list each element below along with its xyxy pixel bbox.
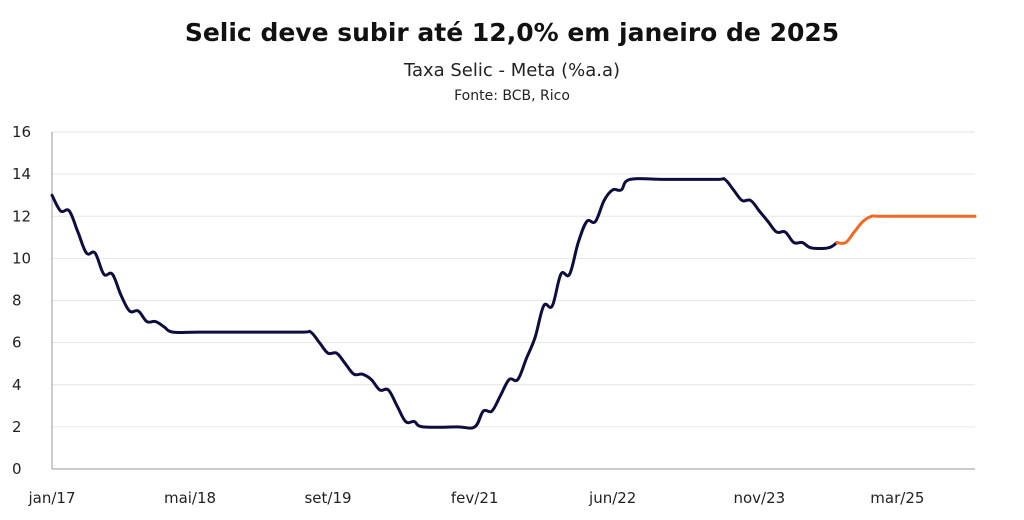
series-line-projection bbox=[837, 216, 975, 244]
y-tick-label: 2 bbox=[12, 418, 22, 436]
x-tick-label: nov/23 bbox=[733, 489, 785, 507]
y-tick-label: 10 bbox=[12, 249, 31, 267]
y-tick-label: 0 bbox=[12, 460, 22, 478]
x-tick-label: jun/22 bbox=[588, 489, 636, 507]
x-tick-label: fev/21 bbox=[451, 489, 499, 507]
y-tick-label: 16 bbox=[12, 123, 31, 141]
y-tick-label: 6 bbox=[12, 334, 22, 352]
y-tick-label: 8 bbox=[12, 292, 22, 310]
y-tick-label: 14 bbox=[12, 165, 31, 183]
x-tick-label: mar/25 bbox=[870, 489, 924, 507]
x-tick-label: set/19 bbox=[304, 489, 351, 507]
y-tick-label: 12 bbox=[12, 207, 31, 225]
x-tick-label: mai/18 bbox=[164, 489, 216, 507]
y-tick-label: 4 bbox=[12, 376, 22, 394]
x-tick-label: jan/17 bbox=[27, 489, 75, 507]
